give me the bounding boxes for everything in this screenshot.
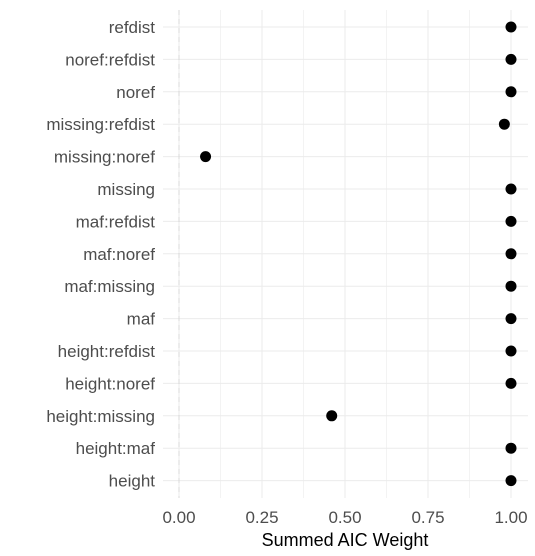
y-tick-label: refdist: [109, 18, 156, 37]
points-layer: [200, 21, 517, 487]
y-tick-label: maf:missing: [64, 277, 155, 296]
y-tick-label: missing:noref: [54, 148, 155, 167]
data-point: [505, 475, 517, 487]
y-tick-label: height:refdist: [58, 342, 156, 361]
data-point: [505, 442, 517, 454]
x-tick-label: 0.75: [411, 508, 444, 527]
data-point: [200, 151, 212, 163]
x-tick-label: 0.00: [162, 508, 195, 527]
x-tick-label: 0.25: [245, 508, 278, 527]
y-tick-label: height: [109, 472, 156, 491]
y-tick-label: missing:refdist: [46, 115, 155, 134]
data-point: [498, 118, 510, 130]
y-tick-label: missing: [97, 180, 155, 199]
data-point: [505, 248, 517, 260]
data-point: [505, 215, 517, 227]
x-tick-label: 1.00: [494, 508, 527, 527]
y-tick-label: noref: [116, 83, 155, 102]
y-tick-label: maf: [127, 310, 156, 329]
y-tick-label: maf:noref: [83, 245, 155, 264]
y-tick-label: maf:refdist: [76, 212, 156, 231]
y-tick-labels: refdist noref:refdist noref missing:refdist…: [46, 18, 155, 491]
data-point: [505, 377, 517, 389]
x-axis-title: Summed AIC Weight: [262, 530, 429, 550]
data-point: [505, 183, 517, 195]
data-point: [326, 410, 338, 422]
data-point: [505, 21, 517, 33]
data-point: [505, 280, 517, 292]
x-tick-label: 0.50: [328, 508, 361, 527]
data-point: [505, 86, 517, 98]
y-tick-label: height:maf: [76, 439, 156, 458]
data-point: [505, 345, 517, 357]
y-tick-label: noref:refdist: [65, 50, 155, 69]
y-tick-label: height:noref: [65, 374, 155, 393]
data-point: [505, 313, 517, 325]
x-tick-labels: 0.00 0.25 0.50 0.75 1.00: [162, 508, 527, 527]
y-tick-label: height:missing: [46, 407, 155, 426]
data-point: [505, 53, 517, 65]
grid-layer: [163, 10, 528, 498]
